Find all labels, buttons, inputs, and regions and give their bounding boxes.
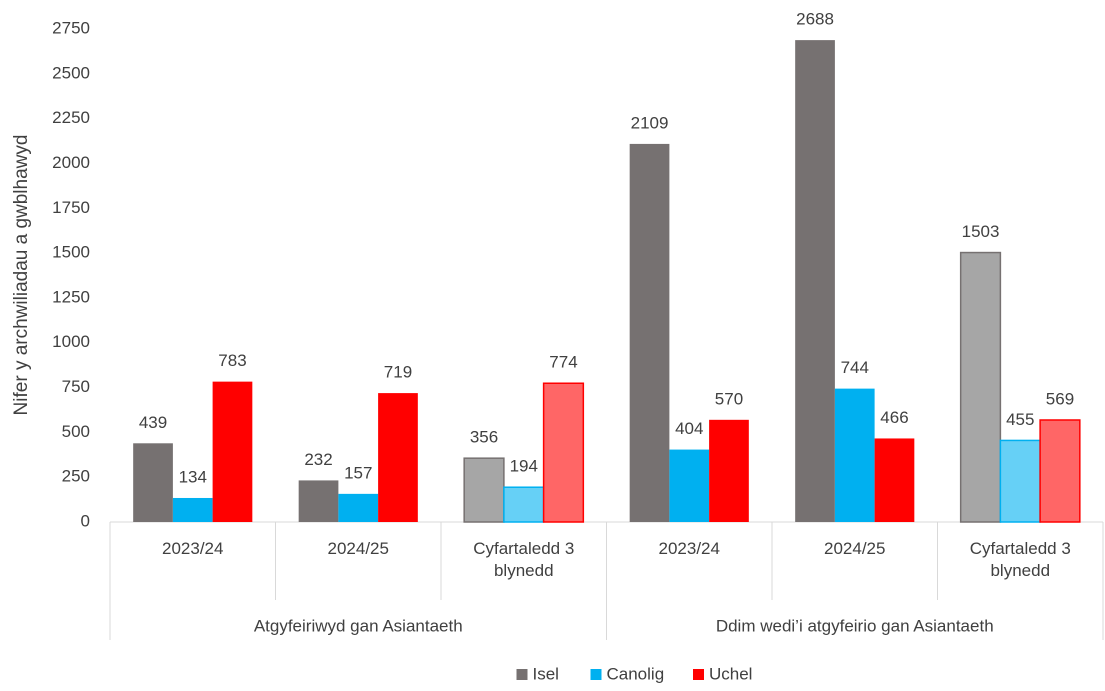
x-tick-label: 2024/25 bbox=[327, 539, 389, 558]
x-label-box: 2024/25 bbox=[824, 539, 886, 558]
data-label: 719 bbox=[384, 363, 412, 382]
y-tick-label: 2000 bbox=[52, 153, 90, 172]
data-label: 194 bbox=[510, 457, 538, 476]
data-label: 455 bbox=[1006, 410, 1034, 429]
bar bbox=[999, 439, 1041, 523]
data-label: 232 bbox=[304, 450, 332, 469]
x-label-box: 2023/24 bbox=[162, 539, 224, 558]
bar bbox=[503, 486, 545, 523]
y-tick-label: 500 bbox=[62, 422, 90, 441]
y-tick-label: 2750 bbox=[52, 18, 90, 37]
y-axis-title: Nifer y archwiliadau a gwblhawyd bbox=[11, 135, 32, 416]
bar bbox=[709, 419, 749, 522]
y-tick-label: 2250 bbox=[52, 108, 90, 127]
data-label: 134 bbox=[179, 467, 207, 486]
x-tick-label: 2023/24 bbox=[162, 539, 224, 558]
data-label: 569 bbox=[1046, 389, 1074, 408]
group-label: Ddim wedi’i atgyfeirio gan Asiantaeth bbox=[716, 616, 994, 635]
group-label: Atgyfeiriwyd gan Asiantaeth bbox=[254, 616, 463, 635]
bar bbox=[338, 493, 379, 522]
y-tick-label: 2500 bbox=[52, 63, 90, 82]
bar bbox=[378, 393, 418, 522]
data-label: 466 bbox=[880, 408, 908, 427]
y-tick-label: 1250 bbox=[52, 287, 90, 306]
data-label: 2688 bbox=[796, 10, 834, 29]
x-tick-label: 2024/25 bbox=[824, 539, 886, 558]
y-tick-label: 250 bbox=[62, 467, 90, 486]
y-tick-label: 0 bbox=[81, 511, 90, 530]
data-label: 744 bbox=[841, 358, 869, 377]
y-tick-label: 1500 bbox=[52, 243, 90, 262]
legend-label: Isel bbox=[533, 664, 559, 683]
bar bbox=[212, 381, 253, 522]
bar bbox=[795, 40, 835, 523]
data-label: 774 bbox=[549, 353, 577, 372]
x-tick-label: Cyfartaledd 3 blynedd bbox=[473, 539, 575, 580]
y-tick-label: 1000 bbox=[52, 332, 90, 351]
bar bbox=[463, 457, 505, 523]
bar bbox=[669, 449, 710, 522]
legend-label: Canolig bbox=[607, 664, 665, 683]
bar bbox=[959, 251, 1002, 523]
bar bbox=[834, 388, 875, 522]
x-label-box: Cyfartaledd 3 blynedd bbox=[969, 539, 1071, 580]
bar bbox=[172, 497, 213, 522]
bar bbox=[298, 480, 339, 522]
bar bbox=[874, 438, 915, 522]
data-label: 1503 bbox=[962, 222, 1000, 241]
data-label: 439 bbox=[139, 413, 167, 432]
legend-swatch bbox=[590, 669, 602, 680]
bar bbox=[629, 143, 670, 522]
data-label: 356 bbox=[470, 428, 498, 447]
x-label-box: Cyfartaledd 3 blynedd bbox=[473, 539, 575, 580]
y-tick-label: 750 bbox=[62, 377, 90, 396]
data-label: 404 bbox=[675, 419, 703, 438]
x-label-box: 2024/25 bbox=[327, 539, 389, 558]
x-tick-label: 2023/24 bbox=[658, 539, 720, 558]
legend-swatch bbox=[693, 669, 704, 680]
bar bbox=[542, 382, 585, 523]
data-label: 157 bbox=[344, 463, 372, 482]
bar bbox=[1039, 419, 1081, 523]
y-tick-label: 1750 bbox=[52, 198, 90, 217]
data-label: 570 bbox=[715, 389, 743, 408]
bar bbox=[133, 443, 173, 522]
legend-label: Uchel bbox=[709, 664, 752, 683]
x-label-box: 2023/24 bbox=[658, 539, 720, 558]
data-label: 2109 bbox=[631, 113, 669, 132]
x-tick-label: Cyfartaledd 3 blynedd bbox=[969, 539, 1071, 580]
legend-swatch bbox=[516, 669, 528, 680]
data-label: 783 bbox=[218, 351, 246, 370]
